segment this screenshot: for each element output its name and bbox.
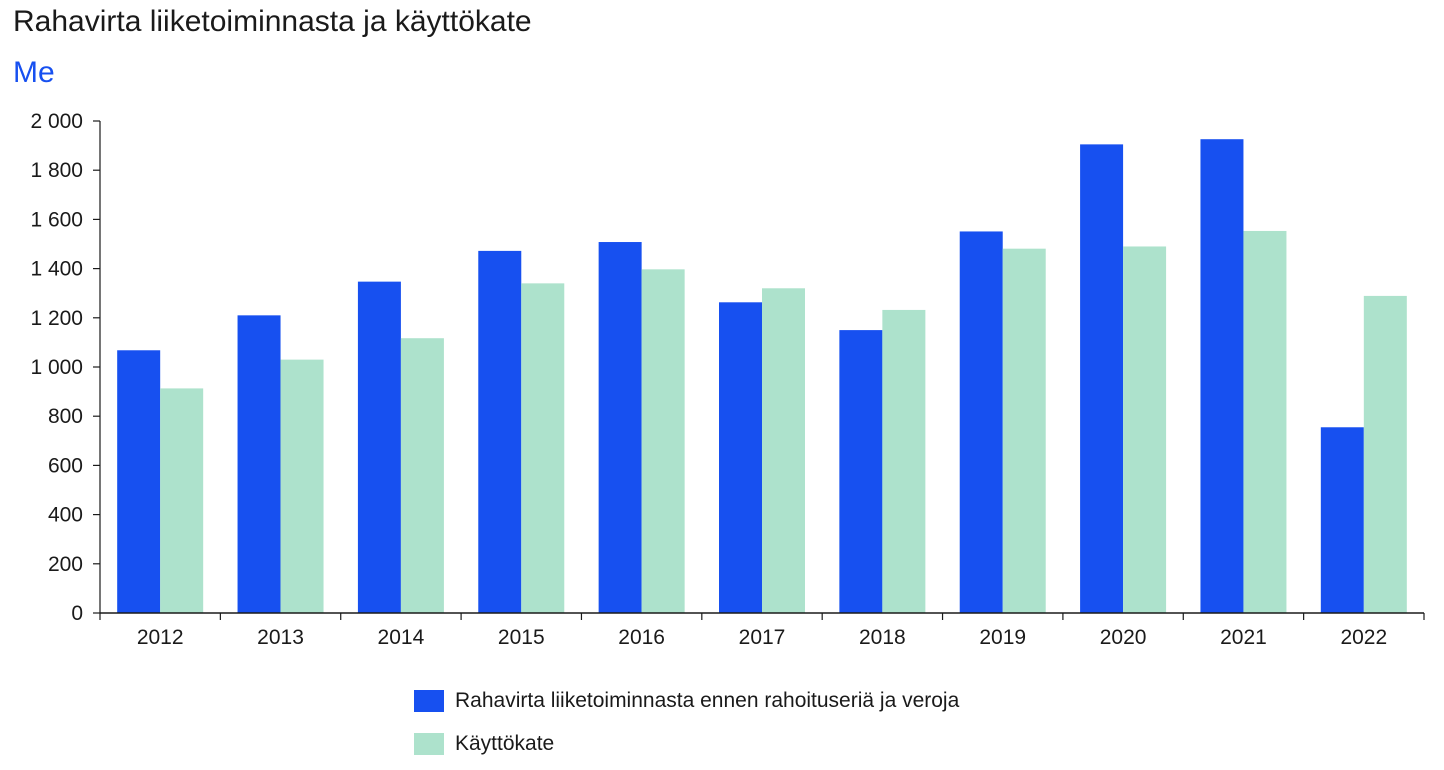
bar-cash-flow-2015 [478,250,522,613]
bars [117,139,1407,614]
x-tick-label-2020: 2020 [1100,626,1147,649]
y-tick-label: 1 000 [30,356,83,379]
bar-cash-flow-2019 [959,231,1003,614]
bar-cash-flow-2021 [1200,139,1244,614]
x-tick-label-2019: 2019 [979,626,1026,649]
y-tick-label: 1 600 [30,208,83,231]
chart-title: Rahavirta liiketoiminnasta ja käyttökate [13,5,532,38]
bar-ebitda-2021 [1243,230,1287,613]
bar-ebitda-2020 [1123,246,1167,613]
bar-ebitda-2014 [400,338,444,613]
x-tick-label-2013: 2013 [257,626,304,649]
bar-ebitda-2013 [280,359,324,613]
bar-ebitda-2019 [1002,248,1046,613]
bar-cash-flow-2014 [357,281,401,613]
bar-ebitda-2018 [882,309,926,613]
x-tick-label-2022: 2022 [1340,626,1387,649]
bar-ebitda-2022 [1363,295,1407,613]
x-tick-label-2012: 2012 [137,626,184,649]
y-axis: 0 200 400 600 800 1 000 1 200 1 400 1 600 1 800 2 … [30,110,101,625]
bar-cash-flow-2018 [839,330,883,613]
bar-cash-flow-2012 [117,350,161,613]
x-tick-label-2016: 2016 [618,626,665,649]
legend-item-ebitda: Käyttökate [414,727,959,761]
bar-ebitda-2012 [160,388,204,613]
y-tick-label: 0 [71,602,83,625]
bar-cash-flow-2020 [1080,144,1124,613]
y-tick-label: 800 [48,405,83,428]
x-tick-label-2015: 2015 [498,626,545,649]
bar-cash-flow-2022 [1320,427,1364,613]
y-tick-label: 400 [48,504,83,527]
y-tick-label: 200 [48,553,83,576]
x-axis: 2012 2013 2014 2015 2016 2017 2018 2019 2020 2021… [99,612,1425,649]
y-tick-label: 1 200 [30,307,83,330]
x-tick-label-2017: 2017 [739,626,786,649]
legend-swatch-ebitda [414,733,444,755]
legend-swatch-cash-flow [414,690,444,712]
bar-cash-flow-2013 [237,315,281,613]
legend-label-ebitda: Käyttökate [455,732,555,755]
bar-chart: 0 200 400 600 800 1 000 1 200 1 400 1 600 1 800 2 … [30,110,1425,649]
legend-label-cash-flow: Rahavirta liiketoiminnasta ennen rahoitu… [455,689,960,712]
y-tick-label: 1 800 [30,159,83,182]
y-tick-label: 1 400 [30,258,83,281]
bar-ebitda-2017 [762,288,805,613]
legend: Rahavirta liiketoiminnasta ennen rahoitu… [414,684,959,770]
bar-cash-flow-2016 [598,242,642,614]
x-tick-label-2018: 2018 [859,626,906,649]
x-tick-label-2021: 2021 [1220,626,1267,649]
chart-unit-label: Me [13,56,55,89]
y-tick-label: 2 000 [30,110,83,133]
legend-item-cash-flow: Rahavirta liiketoiminnasta ennen rahoitu… [414,684,959,718]
x-tick-label-2014: 2014 [378,626,425,649]
bar-ebitda-2016 [641,269,685,613]
bar-ebitda-2015 [521,283,565,613]
bar-cash-flow-2017 [719,302,762,613]
y-tick-label: 600 [48,454,83,477]
